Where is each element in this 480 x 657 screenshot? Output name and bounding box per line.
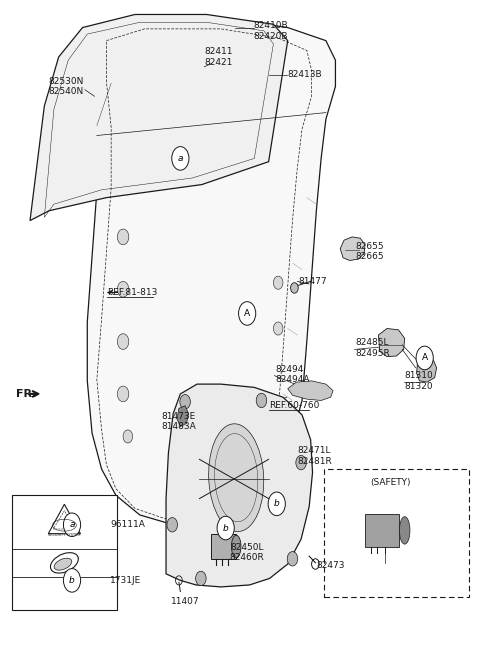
Text: b: b — [223, 524, 228, 533]
Text: 82450L
82460R: 82450L 82460R — [230, 543, 264, 562]
Text: 1731JE: 1731JE — [110, 576, 142, 585]
Ellipse shape — [209, 424, 264, 532]
Ellipse shape — [54, 558, 72, 570]
Text: 82413B: 82413B — [288, 70, 323, 79]
Circle shape — [217, 516, 234, 540]
Polygon shape — [288, 381, 333, 401]
Text: 82410B
82420B: 82410B 82420B — [254, 21, 288, 41]
Text: REF.60-760: REF.60-760 — [269, 401, 319, 410]
Circle shape — [117, 229, 129, 245]
Text: 82485L
82495R: 82485L 82495R — [356, 338, 390, 358]
Ellipse shape — [399, 516, 410, 544]
Text: a: a — [69, 520, 75, 530]
Text: FR.: FR. — [16, 389, 36, 399]
Text: a: a — [178, 154, 183, 163]
Circle shape — [268, 492, 285, 516]
Bar — [365, 514, 399, 547]
Polygon shape — [166, 384, 312, 587]
Polygon shape — [417, 358, 437, 382]
Circle shape — [117, 334, 129, 350]
Circle shape — [63, 513, 81, 537]
Polygon shape — [378, 328, 405, 357]
Circle shape — [416, 346, 433, 370]
Text: 82471L
82481R: 82471L 82481R — [297, 446, 332, 466]
Text: 82411
82421: 82411 82421 — [204, 47, 233, 67]
Circle shape — [123, 430, 132, 443]
Bar — [12, 495, 117, 610]
Circle shape — [167, 518, 178, 532]
Circle shape — [63, 568, 81, 592]
Circle shape — [296, 455, 306, 470]
Ellipse shape — [231, 535, 241, 558]
Text: (SAFETY): (SAFETY) — [370, 478, 410, 487]
Circle shape — [274, 276, 283, 289]
Circle shape — [196, 571, 206, 585]
Circle shape — [117, 386, 129, 402]
Bar — [324, 469, 469, 597]
Text: REF.81-813: REF.81-813 — [108, 288, 158, 297]
Circle shape — [256, 394, 267, 407]
Polygon shape — [177, 406, 189, 426]
Bar — [211, 534, 236, 559]
Text: 81310
81320: 81310 81320 — [405, 371, 433, 390]
Circle shape — [290, 283, 298, 293]
Text: 81477: 81477 — [298, 277, 327, 286]
Polygon shape — [340, 237, 365, 260]
Text: SECURITY SYSTEM: SECURITY SYSTEM — [48, 533, 81, 537]
Text: 82473: 82473 — [316, 561, 345, 570]
Text: 82530N
82540N: 82530N 82540N — [48, 77, 84, 96]
Circle shape — [172, 147, 189, 170]
Polygon shape — [30, 14, 288, 221]
Text: b: b — [274, 499, 280, 509]
Text: A: A — [421, 353, 428, 363]
Text: 82655
82665: 82655 82665 — [356, 242, 384, 261]
Polygon shape — [87, 18, 336, 528]
Circle shape — [117, 281, 129, 297]
Circle shape — [239, 302, 256, 325]
Text: 96111A: 96111A — [110, 520, 145, 530]
Text: b: b — [69, 576, 75, 585]
Circle shape — [287, 552, 298, 566]
Text: 82494
82494A: 82494 82494A — [276, 365, 310, 384]
Text: A: A — [244, 309, 250, 318]
Text: 81473E
81483A: 81473E 81483A — [161, 412, 196, 431]
Circle shape — [180, 395, 191, 409]
Circle shape — [274, 322, 283, 335]
Text: 11407: 11407 — [171, 597, 199, 606]
